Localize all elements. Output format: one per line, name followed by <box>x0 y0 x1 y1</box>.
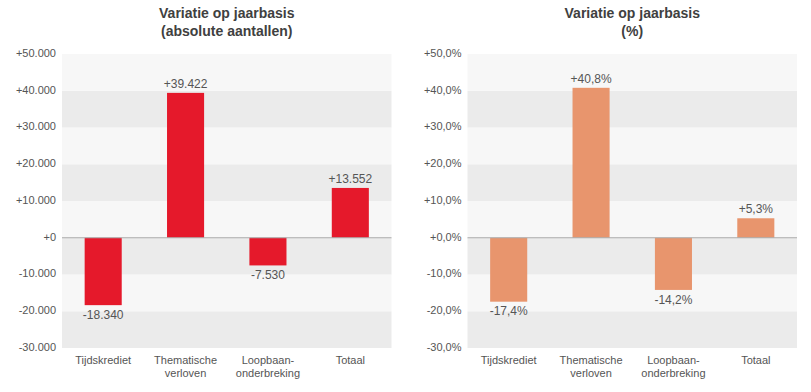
y-tick-label: +10.000 <box>16 194 56 206</box>
data-label: +13.552 <box>328 172 372 186</box>
y-tick-label: +50,0% <box>424 47 462 59</box>
bars <box>490 88 774 302</box>
y-tick-label: +0,0% <box>430 231 462 243</box>
x-tick-label: Thematischeverloven <box>560 354 623 379</box>
data-label: +39.422 <box>164 77 208 91</box>
y-tick-label: -30,0% <box>427 341 462 353</box>
bars <box>85 93 369 305</box>
y-tick-label: +50.000 <box>16 47 56 59</box>
y-tick-label: -20.000 <box>19 304 56 316</box>
bar <box>737 218 774 237</box>
x-tick-label: Tijdskrediet <box>75 354 131 366</box>
zero-line <box>468 237 798 238</box>
y-tick-label: +40,0% <box>424 84 462 96</box>
bar <box>85 238 122 305</box>
data-label: -17,4% <box>490 304 528 318</box>
data-label: +40,8% <box>571 72 612 86</box>
y-tick-label: +20,0% <box>424 157 462 169</box>
bar <box>655 238 692 290</box>
grid-band <box>468 201 798 238</box>
grid-band <box>468 54 798 91</box>
title: Variatie op jaarbasis(%) <box>565 5 701 39</box>
data-label: -18.340 <box>83 308 124 322</box>
chart-canvas: Variatie op jaarbasis(absolute aantallen… <box>0 0 811 392</box>
panel: Variatie op jaarbasis(absolute aantallen… <box>16 5 392 379</box>
bar <box>167 93 204 238</box>
bar <box>490 238 527 302</box>
x-tick-label: Loopbaan-onderbreking <box>641 354 705 379</box>
y-tick-label: -10.000 <box>19 267 56 279</box>
bar <box>332 188 369 238</box>
x-tick-label: Totaal <box>336 354 365 366</box>
y-tick-label: +20.000 <box>16 157 56 169</box>
x-tick-label: Totaal <box>741 354 770 366</box>
grid-band <box>468 91 798 128</box>
y-tick-label: +10,0% <box>424 194 462 206</box>
grid-band <box>468 164 798 201</box>
x-tick-label: Loopbaan-onderbreking <box>236 354 300 379</box>
grid-band <box>62 128 392 165</box>
y-tick-label: +30,0% <box>424 120 462 132</box>
zero-line <box>62 237 392 238</box>
x-tick-label: Thematischeverloven <box>154 354 217 379</box>
title: Variatie op jaarbasis(absolute aantallen… <box>159 5 295 39</box>
y-tick-label: +40.000 <box>16 84 56 96</box>
bar <box>249 238 286 266</box>
grid-band <box>468 128 798 165</box>
panel: Variatie op jaarbasis(%) -30,0% -20,0% -10,… <box>424 5 797 379</box>
grid-band <box>62 91 392 128</box>
data-label: +5,3% <box>739 202 774 216</box>
y-tick-label: -30.000 <box>19 341 56 353</box>
y-tick-label: -10,0% <box>427 267 462 279</box>
x-tick-label: Tijdskrediet <box>481 354 537 366</box>
grid-band <box>62 54 392 91</box>
y-tick-label: +30.000 <box>16 120 56 132</box>
data-label: -14,2% <box>654 293 692 307</box>
data-label: -7.530 <box>251 268 285 282</box>
y-tick-label: -20,0% <box>427 304 462 316</box>
y-tick-label: +0 <box>43 231 56 243</box>
bar <box>573 88 610 238</box>
